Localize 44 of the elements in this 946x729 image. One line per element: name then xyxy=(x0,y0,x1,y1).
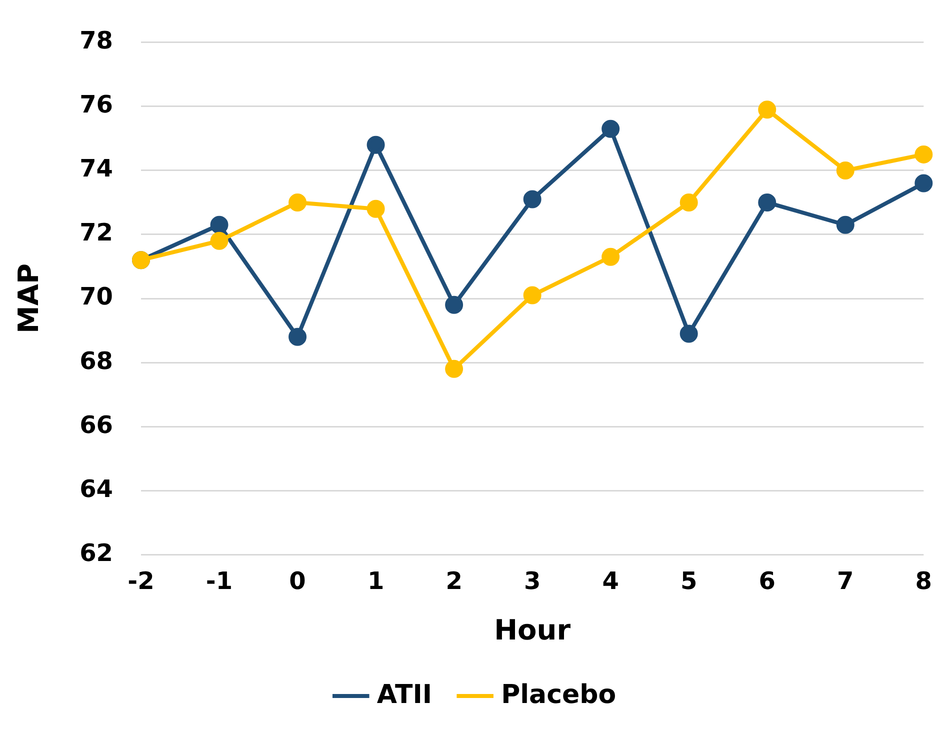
point xyxy=(758,100,776,119)
point xyxy=(758,193,776,212)
point xyxy=(602,248,620,266)
x-tick-label: -1 xyxy=(206,567,233,596)
x-tick-label: 2 xyxy=(446,567,462,596)
point xyxy=(836,216,854,234)
y-axis-title: MAP xyxy=(12,263,46,334)
x-tick-label: 6 xyxy=(758,567,776,596)
point xyxy=(366,136,385,154)
point xyxy=(445,296,464,314)
legend-label: Placebo xyxy=(501,680,616,710)
y-tick-label: 64 xyxy=(80,474,113,503)
point xyxy=(523,190,542,208)
point xyxy=(445,360,464,378)
point xyxy=(288,328,307,346)
y-tick-label: 68 xyxy=(80,346,113,375)
y-tick-label: 70 xyxy=(80,282,113,311)
x-tick-label: 3 xyxy=(524,567,541,596)
point xyxy=(366,200,385,218)
x-tick-label: 7 xyxy=(837,567,854,596)
point xyxy=(836,161,854,180)
x-axis-title: Hour xyxy=(494,613,571,646)
point xyxy=(210,216,228,234)
x-tick-label: 0 xyxy=(289,567,306,596)
point xyxy=(602,120,620,138)
x-tick-label: 4 xyxy=(602,567,619,596)
x-tick-label: -2 xyxy=(128,567,154,596)
y-tick-label: 62 xyxy=(80,538,113,567)
point xyxy=(523,286,542,304)
y-tick-label: 66 xyxy=(80,410,113,439)
point xyxy=(914,174,933,192)
legend-label: ATII xyxy=(376,680,432,710)
y-tick-label: 78 xyxy=(80,26,113,55)
point xyxy=(210,232,228,250)
point xyxy=(914,145,933,164)
y-tick-label: 76 xyxy=(80,90,113,119)
point xyxy=(680,193,698,212)
point xyxy=(288,193,307,212)
x-tick-label: 8 xyxy=(915,567,932,596)
x-tick-label: 5 xyxy=(680,567,698,596)
y-tick-label: 72 xyxy=(80,218,113,247)
point xyxy=(680,324,698,343)
x-tick-label: 1 xyxy=(367,567,384,596)
y-tick-label: 74 xyxy=(80,154,113,183)
